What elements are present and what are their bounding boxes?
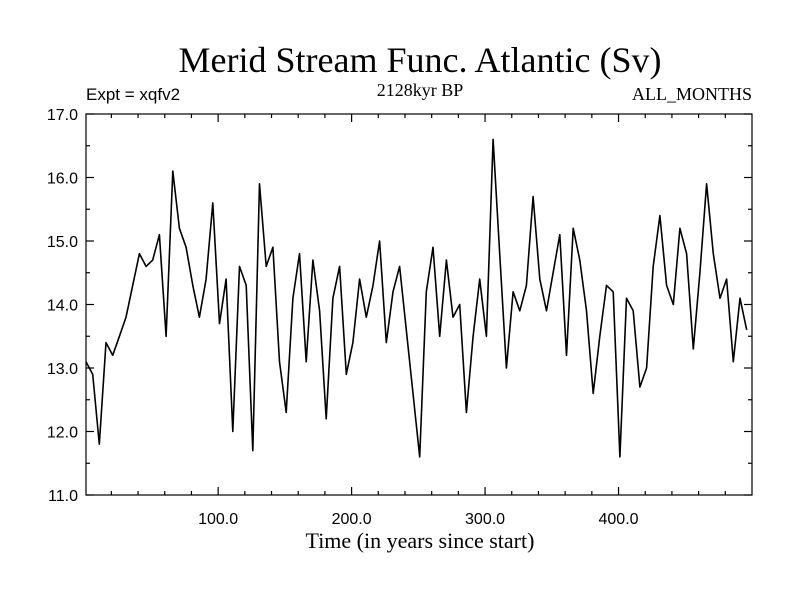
plot-frame xyxy=(85,113,753,496)
y-tick-label: 17.0 xyxy=(47,107,78,124)
y-axis: 11.0 12.0 13.0 14.0 15.0 16.0 17.0 xyxy=(47,107,752,505)
y-tick-label: 16.0 xyxy=(47,171,78,188)
x-tick-label: 400.0 xyxy=(599,511,639,528)
y-tick-label: 15.0 xyxy=(47,234,78,251)
x-tick-label: 300.0 xyxy=(465,511,505,528)
x-axis: 100.0 200.0 300.0 400.0 xyxy=(110,114,726,528)
series-line xyxy=(85,138,748,458)
chart-months-label: ALL_MONTHS xyxy=(632,84,752,104)
y-tick-label: 14.0 xyxy=(47,298,78,315)
x-tick-label: 100.0 xyxy=(198,511,238,528)
x-tick-label: 200.0 xyxy=(332,511,372,528)
chart-period-label: 2128kyr BP xyxy=(377,80,464,100)
y-tick-label: 11.0 xyxy=(48,488,78,505)
y-tick-label: 12.0 xyxy=(47,425,78,442)
x-axis-label: Time (in years since start) xyxy=(306,528,535,553)
chart-title: Merid Stream Func. Atlantic (Sv) xyxy=(179,40,662,80)
y-tick-label: 13.0 xyxy=(47,361,78,378)
chart-experiment-label: Expt = xqfv2 xyxy=(86,85,180,104)
